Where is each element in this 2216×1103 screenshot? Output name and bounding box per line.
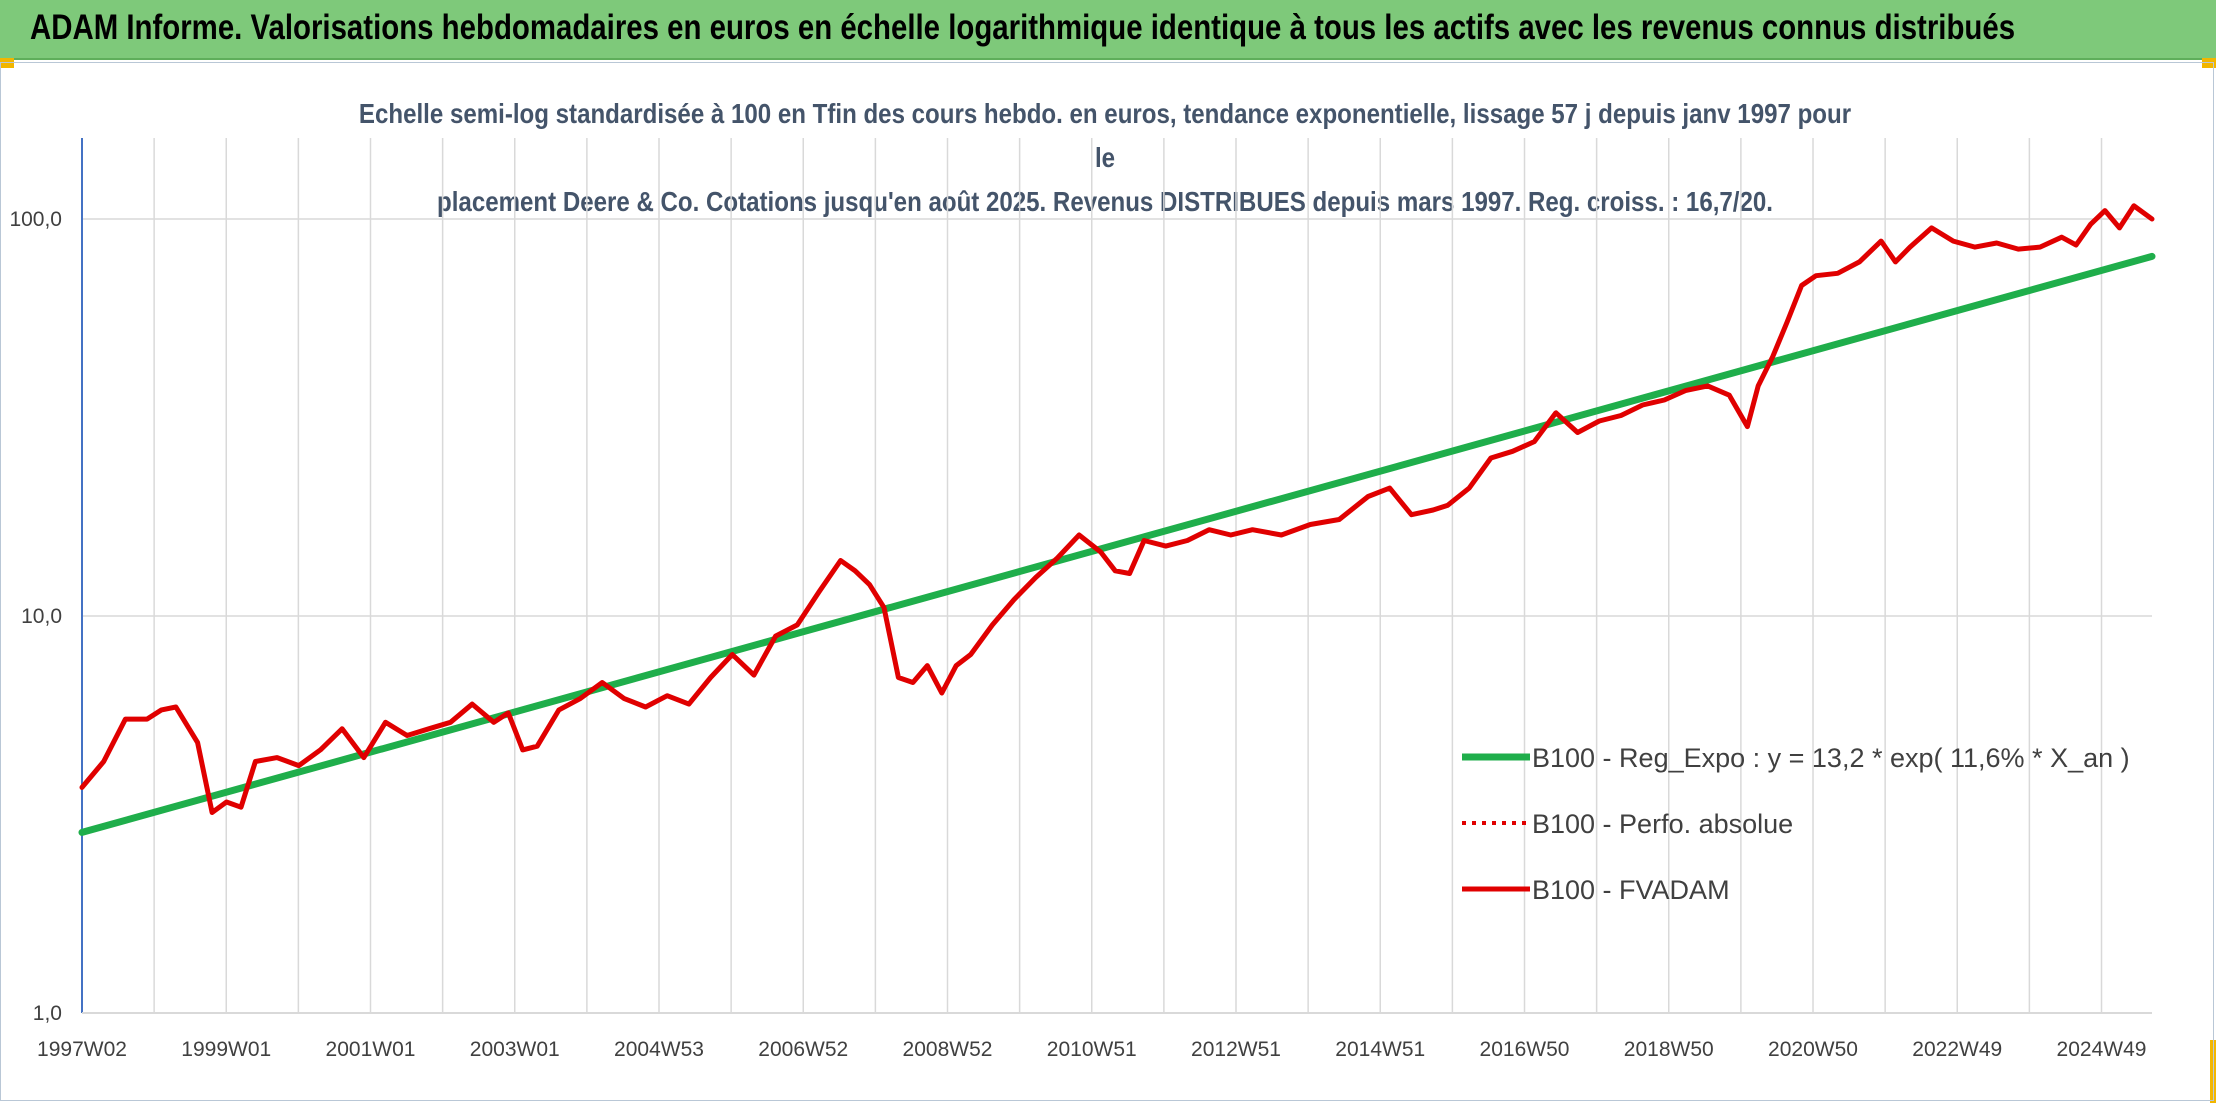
x-tick-label: 1999W01 <box>181 1038 271 1061</box>
y-tick-label: 1,0 <box>33 1002 62 1025</box>
x-tick-label: 2003W01 <box>470 1038 560 1061</box>
series-line-2 <box>79 203 2155 815</box>
series-layer <box>78 203 2156 836</box>
x-tick-label: 2014W51 <box>1335 1038 1425 1061</box>
y-tick-label: 10,0 <box>21 605 62 628</box>
legend-label-2: B100 - FVADAM <box>1532 875 1730 905</box>
x-tick-label: 2024W49 <box>2057 1038 2147 1061</box>
y-tick-label: 100,0 <box>9 208 62 231</box>
x-tick-label: 2012W51 <box>1191 1038 1281 1061</box>
x-tick-label: 2006W52 <box>758 1038 848 1061</box>
corner-mark-right <box>2202 58 2216 68</box>
chart-frame <box>0 62 2214 1101</box>
header-title: ADAM Informe. Valorisations hebdomadaire… <box>30 8 2016 47</box>
series-line-0 <box>78 252 2156 836</box>
legend-layer: B100 - Reg_Expo : y = 13,2 * exp( 11,6% … <box>1462 743 2130 905</box>
chart-title-line-1: Echelle semi-log standardisée à 100 en T… <box>358 98 1852 173</box>
x-tick-label: 1997W02 <box>37 1038 127 1061</box>
x-tick-label: 2001W01 <box>326 1038 416 1061</box>
x-tick-label: 2020W50 <box>1768 1038 1858 1061</box>
x-tick-label: 2022W49 <box>1912 1038 2002 1061</box>
corner-mark-left <box>0 58 14 68</box>
x-tick-label: 2010W51 <box>1047 1038 1137 1061</box>
header-bar: ADAM Informe. Valorisations hebdomadaire… <box>0 0 2216 60</box>
legend-label-1: B100 - Perfo. absolue <box>1532 809 1793 839</box>
x-tick-label: 2018W50 <box>1624 1038 1714 1061</box>
x-tick-label: 2016W50 <box>1480 1038 1570 1061</box>
axis-layer: 1,0 10,0 100,0 1997W02 1999W01 2001W01 2003W01… <box>9 138 2152 1061</box>
x-tick-label: 2004W53 <box>614 1038 704 1061</box>
x-tick-label: 2008W52 <box>903 1038 993 1061</box>
legend-label-0: B100 - Reg_Expo : y = 13,2 * exp( 11,6% … <box>1532 743 2130 773</box>
